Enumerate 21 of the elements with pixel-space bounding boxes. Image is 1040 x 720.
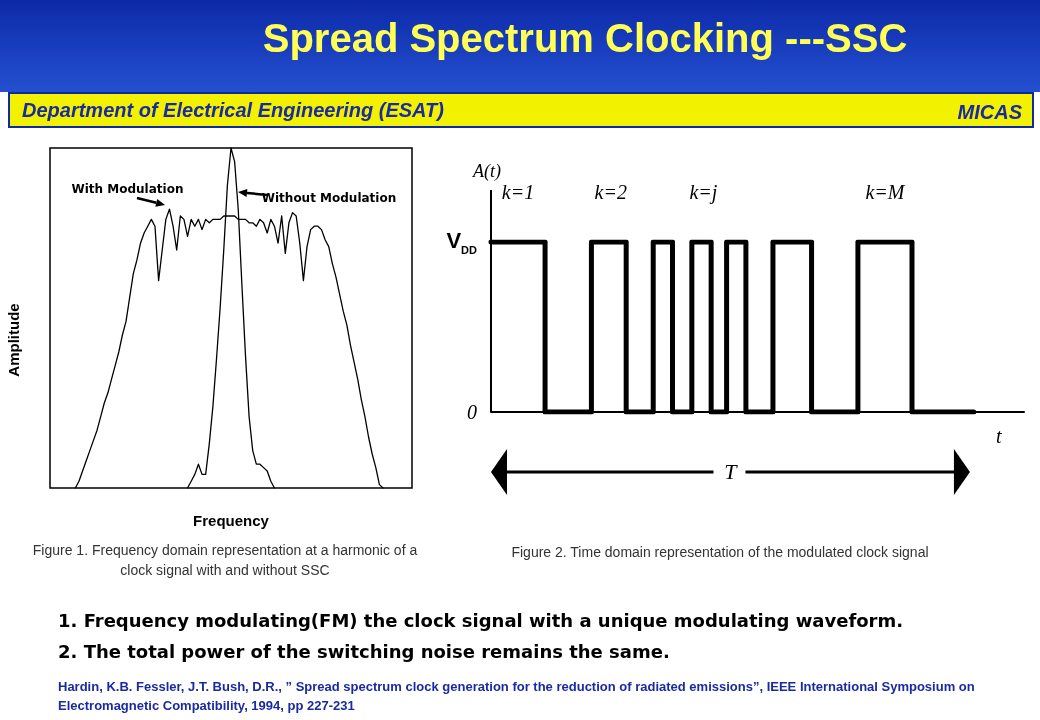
y-axis-title: Amplitude bbox=[5, 303, 22, 377]
text: Hardin, K.B. Fessler, J.T. Bush, D.R., ” Spread spectrum clock generation for the reduction of radiated emissions”, IEEE International Symposium on Electromagnetic Compatibility, 1994, pp 227-231 bbox=[58, 678, 976, 715]
y-axis-title: A(t) bbox=[472, 161, 501, 182]
text: k=j bbox=[689, 181, 718, 204]
text: k=1 bbox=[501, 181, 535, 203]
chart-subtitle: Department of Electrical Engineering (ESAT) bbox=[22, 99, 444, 122]
text: Spread Spectrum Clocking ---SSC bbox=[261, 16, 909, 61]
text: k=2 bbox=[594, 181, 627, 203]
text: k=M bbox=[865, 181, 906, 203]
text: MICAS bbox=[957, 101, 1022, 124]
x-axis-title: t bbox=[996, 425, 1002, 447]
caption: Figure 1. Frequency domain representation at a harmonic of a clock signal with and without SSC bbox=[31, 541, 419, 580]
text: 2. The total power of the switching noise remains the same. bbox=[58, 640, 671, 664]
text: V$_{DD}$ bbox=[446, 228, 477, 256]
text: T bbox=[724, 459, 737, 485]
text: 1. Frequency modulating(FM) the clock signal with a unique modulating waveform. bbox=[58, 609, 904, 633]
x-axis-title: Frequency bbox=[193, 512, 270, 529]
series-label: With Modulation bbox=[71, 182, 184, 197]
legend-label: Without Modulation bbox=[261, 191, 397, 205]
text: 0 bbox=[467, 400, 477, 424]
caption: Figure 2. Time domain representation of the modulated clock signal bbox=[510, 544, 930, 560]
